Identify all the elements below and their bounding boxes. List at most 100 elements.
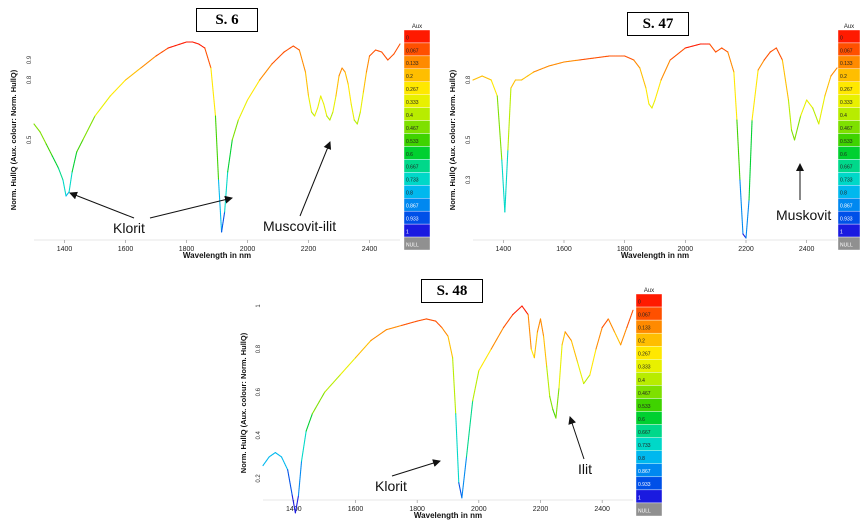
spectrum-segment [401, 320, 418, 326]
spectrum-segment [613, 331, 622, 346]
spectrum-segment [561, 331, 566, 346]
spectrum-segment [393, 43, 401, 55]
annotation-klorit-s6: Klorit [113, 220, 145, 236]
colorbar-label: 0.933 [840, 216, 853, 222]
spectrum-segment [504, 149, 509, 213]
colorbar-label: NULL [638, 508, 651, 514]
y-tick-label: 0.2 [256, 474, 262, 483]
spectrum-segment [564, 331, 572, 342]
spectrum-segment [387, 53, 395, 61]
colorbar-label: 0.4 [638, 378, 645, 384]
colorbar-cell [635, 502, 663, 517]
spectrum-segment [167, 43, 181, 49]
spectrum-segment [221, 211, 226, 233]
spectrum-segment [490, 79, 498, 97]
spectrum-segment [324, 374, 341, 393]
colorbar-label: NULL [840, 242, 853, 248]
spectrum-segment [742, 233, 747, 239]
spectrum-segment [552, 408, 557, 419]
spectrum-segment [478, 348, 492, 372]
spectrum-segment [246, 79, 261, 101]
colorbar-cell [403, 236, 431, 251]
spectrum-segment [317, 95, 322, 109]
spectrum-segment [593, 55, 611, 59]
colorbar-label: 0.4 [840, 113, 847, 119]
x-tick-label: 1600 [118, 246, 134, 253]
spectrum-segment [341, 67, 346, 73]
spectrum-segment [214, 115, 220, 181]
spectrum-segment [607, 318, 616, 333]
spectrum-segment [781, 59, 790, 101]
colorbar-title: Aux [412, 24, 422, 30]
spectrum-segment [155, 47, 169, 57]
colorbar-label: 0.333 [840, 100, 853, 106]
spectrum-segment [280, 456, 289, 471]
colorbar-label: 0.6 [406, 152, 413, 158]
chart-panel-3: 1400 1600 1800 2000 2200 2400 Wavelength in nm… [239, 288, 663, 520]
spectrum-segment [555, 387, 560, 419]
spectrum-segment [323, 103, 328, 117]
spectrum-segment [297, 460, 303, 497]
spectrum-segment [578, 57, 595, 61]
chart-panel-1: 1400 1600 1800 2000 2200 2400 Wavelength in nm… [9, 24, 431, 260]
colorbar-label: 0.467 [840, 126, 853, 132]
spectrum-segment [501, 159, 506, 213]
spectrum-segment [217, 179, 223, 233]
panel-s48-title: S. 48 [421, 279, 483, 303]
colorbar-label: 0.133 [638, 326, 651, 332]
x-tick-label: 1600 [556, 246, 572, 253]
y-tick-label: 0.5 [466, 135, 472, 144]
spectrum-segment [510, 79, 517, 89]
spectrum-segment [109, 79, 127, 97]
y-axis-label: Norm. HullQ (Aux. colour: Norm. HullQ) [239, 332, 248, 473]
spectrum-segment [790, 129, 796, 141]
spectrum-segment [465, 400, 474, 458]
y-tick-label: 0.8 [27, 75, 33, 84]
x-axis-label: Wavelength in nm [414, 511, 482, 520]
x-tick-label: 1400 [57, 246, 73, 253]
spectrum-segment [441, 327, 449, 337]
colorbar-label: 0.8 [840, 191, 847, 197]
spectrum-segment [310, 111, 316, 117]
spectrum-segment [595, 327, 603, 350]
colorbar-label: 1 [406, 229, 409, 235]
spectrum-segment [570, 339, 579, 363]
x-tick-label: 2400 [799, 246, 815, 253]
colorbar-label: 0.8 [638, 456, 645, 462]
spectrum-segment [548, 61, 565, 67]
spectrum-segment [533, 65, 550, 73]
spectrum-segment [231, 119, 239, 141]
spectrum-segment [502, 314, 514, 329]
spectrum-segment [721, 47, 729, 53]
spectrum-segment [576, 361, 585, 385]
y-tick-label: 0.8 [256, 344, 262, 353]
x-tick-label: 1400 [286, 506, 302, 513]
spectrum-segment [715, 47, 723, 53]
spectrum-segment [268, 452, 276, 458]
y-tick-label: 0.3 [466, 175, 472, 184]
spectrum-segment [748, 119, 753, 201]
spectrum-segment [307, 95, 313, 113]
spectrum-segment [757, 59, 765, 71]
x-tick-label: 1600 [348, 506, 364, 513]
spectrum-segment [311, 391, 326, 415]
spectrum-segment [626, 309, 634, 329]
spectrum-segment [425, 318, 437, 322]
spectrum-segment [530, 348, 535, 359]
spectrum-segment [33, 123, 41, 133]
colorbar-label: 0.533 [406, 139, 419, 145]
spectrum-segment [332, 95, 337, 113]
colorbar-label: 0.733 [406, 178, 419, 184]
x-tick-label: 1400 [496, 246, 512, 253]
y-tick-label: 0.5 [27, 135, 33, 144]
x-tick-label: 1800 [409, 506, 425, 513]
spectrum-segment [536, 318, 542, 333]
x-tick-label: 2000 [678, 246, 694, 253]
colorbar-label: 0.533 [638, 404, 651, 410]
spectrum-segment [507, 87, 512, 151]
x-tick-label: 2200 [533, 506, 549, 513]
spectrum-segment [124, 67, 142, 81]
colorbar-label: 0.267 [406, 87, 419, 93]
spectrum-segment [291, 495, 296, 514]
spectrum-segment [745, 199, 750, 239]
